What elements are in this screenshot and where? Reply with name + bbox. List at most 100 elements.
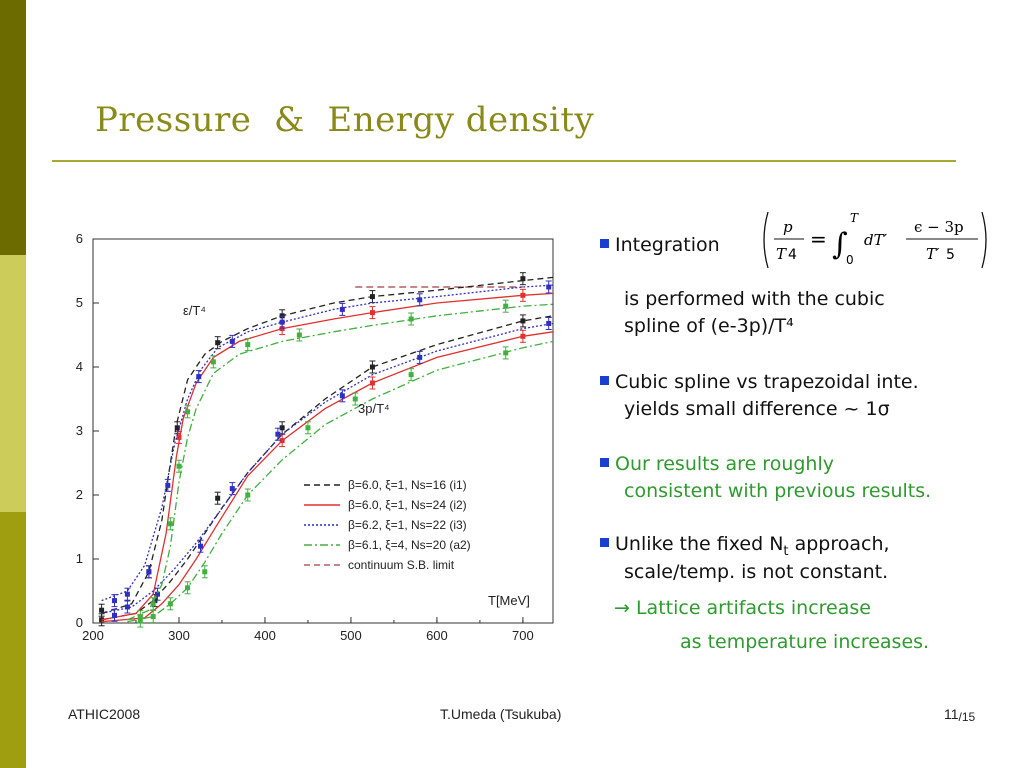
y-tick-label: 1 bbox=[76, 551, 83, 566]
bullet-text: approach, bbox=[788, 533, 890, 555]
bullet-text: Integration bbox=[615, 234, 720, 256]
data-point bbox=[165, 482, 171, 488]
data-point bbox=[167, 601, 173, 607]
formula-paren-right bbox=[981, 211, 987, 269]
bullet-square-icon bbox=[600, 239, 609, 248]
formula-rhs-numerator: ϵ − 3p bbox=[914, 218, 964, 236]
formula-Tprime-exp: 5 bbox=[946, 247, 955, 263]
x-tick-label: 300 bbox=[168, 628, 190, 643]
data-point bbox=[111, 612, 117, 618]
data-point bbox=[124, 604, 130, 610]
data-point bbox=[546, 320, 552, 326]
data-point bbox=[339, 393, 345, 399]
sidebar-stripe-bottom bbox=[0, 512, 26, 768]
chart-legend: β=6.0, ξ=1, Ns=16 (i1) β=6.0, ξ=1, Ns=24 … bbox=[304, 478, 471, 572]
plot-frame bbox=[92, 238, 554, 624]
data-point bbox=[339, 306, 345, 312]
data-point bbox=[150, 614, 156, 620]
y-tick-label: 3 bbox=[76, 423, 83, 438]
bullet-text: Unlike the fixed N bbox=[615, 533, 784, 555]
x-tick-label: 500 bbox=[340, 628, 362, 643]
data-point bbox=[520, 276, 526, 282]
data-point bbox=[150, 601, 156, 607]
formula-svg: p T 4 = ∫ T 0 dT′ ϵ − 3p T′ 5 bbox=[763, 211, 987, 269]
data-point bbox=[176, 463, 182, 469]
data-point bbox=[99, 617, 105, 623]
bullet-square-icon bbox=[600, 538, 609, 547]
legend-label: β=6.0, ξ=1, Ns=24 (i2) bbox=[348, 498, 467, 512]
footer-page-number: 11/15 bbox=[944, 706, 975, 724]
data-point bbox=[369, 364, 375, 370]
p3-series-line bbox=[101, 331, 554, 623]
sidebar-stripe-middle bbox=[0, 255, 26, 512]
x-tick-label: 600 bbox=[426, 628, 448, 643]
slide-title: Pressure & Energy density bbox=[95, 100, 595, 140]
data-point bbox=[369, 294, 375, 300]
data-point bbox=[503, 303, 509, 309]
data-point bbox=[124, 591, 130, 597]
bullet-integration: Integration bbox=[600, 234, 720, 257]
formula-lower-limit: 0 bbox=[846, 253, 854, 267]
bullet-text-line: is performed with the cubic bbox=[624, 288, 885, 310]
bullet-fixed-nt: Unlike the fixed Nt approach, bbox=[600, 533, 890, 559]
data-point bbox=[279, 425, 285, 431]
integration-formula: p T 4 = ∫ T 0 dT′ ϵ − 3p T′ 5 bbox=[760, 208, 990, 272]
data-point bbox=[215, 495, 221, 501]
bullet-text-line: as temperature increases. bbox=[680, 631, 930, 653]
data-point bbox=[417, 297, 423, 303]
bullet-text-line: spline of (e-3p)/T⁴ bbox=[624, 315, 794, 337]
data-point bbox=[245, 342, 251, 348]
bullet-text-line: scale/temp. is not constant. bbox=[624, 561, 889, 583]
bullet-square-icon bbox=[600, 458, 609, 467]
legend-label: β=6.0, ξ=1, Ns=16 (i1) bbox=[348, 478, 467, 492]
formula-dT: dT′ bbox=[864, 231, 888, 249]
data-point bbox=[417, 354, 423, 360]
legend-label: continuum S.B. limit bbox=[348, 558, 455, 572]
formula-T-exp: 4 bbox=[788, 247, 797, 263]
bullet-text: Cubic spline vs trapezoidal inte. bbox=[615, 371, 919, 393]
page-number: 11 bbox=[944, 706, 959, 722]
y-tick-label: 4 bbox=[76, 359, 83, 374]
bullet-cubic-spline: Cubic spline vs trapezoidal inte. bbox=[600, 371, 919, 394]
data-point bbox=[503, 350, 509, 356]
data-point bbox=[279, 319, 285, 325]
footer-author: T.Umeda (Tsukuba) bbox=[440, 706, 562, 722]
bullet-text-line: yields small difference ~ 1σ bbox=[624, 398, 890, 420]
title-divider bbox=[52, 160, 956, 162]
bullet-consistency: Our results are roughly bbox=[600, 453, 834, 476]
footer-conference: ATHIC2008 bbox=[68, 706, 141, 722]
data-point bbox=[305, 425, 311, 431]
right-arrow-icon: → bbox=[614, 597, 630, 619]
data-point bbox=[279, 438, 285, 444]
data-point bbox=[111, 598, 117, 604]
p3-curve-label: 3p/T⁴ bbox=[358, 401, 390, 416]
formula-upper-limit: T bbox=[850, 211, 859, 225]
data-point bbox=[174, 425, 180, 431]
formula-paren-left bbox=[763, 211, 769, 269]
y-tick-label: 6 bbox=[76, 231, 83, 246]
chart-svg: 200 300 400 500 600 700 0 1 2 3 4 5 6 ε/T⁴ 3p/T⁴ T[M… bbox=[76, 231, 554, 643]
data-point bbox=[176, 434, 182, 440]
data-point bbox=[245, 492, 251, 498]
arrow-conclusion: → Lattice artifacts increase bbox=[614, 597, 871, 620]
eps-series-line bbox=[101, 292, 554, 621]
data-point bbox=[202, 569, 208, 575]
data-point bbox=[546, 284, 552, 290]
bullet-square-icon bbox=[600, 376, 609, 385]
data-point bbox=[408, 316, 414, 322]
eps-series-line bbox=[101, 276, 554, 615]
data-point bbox=[520, 292, 526, 298]
bullet-text: Lattice artifacts increase bbox=[629, 597, 871, 619]
data-point bbox=[296, 332, 302, 338]
data-point bbox=[408, 372, 414, 378]
eps-curve-label: ε/T⁴ bbox=[183, 303, 206, 318]
data-point bbox=[146, 569, 152, 575]
subscript-t: t bbox=[783, 543, 789, 559]
x-axis-label: T[MeV] bbox=[488, 593, 530, 608]
p3-series-line bbox=[101, 322, 554, 615]
data-point bbox=[197, 543, 203, 549]
p3-series-line bbox=[127, 340, 554, 623]
formula-equals: = bbox=[810, 227, 827, 251]
legend-label: β=6.2, ξ=1, Ns=22 (i3) bbox=[348, 518, 467, 532]
x-tick-label: 400 bbox=[254, 628, 276, 643]
